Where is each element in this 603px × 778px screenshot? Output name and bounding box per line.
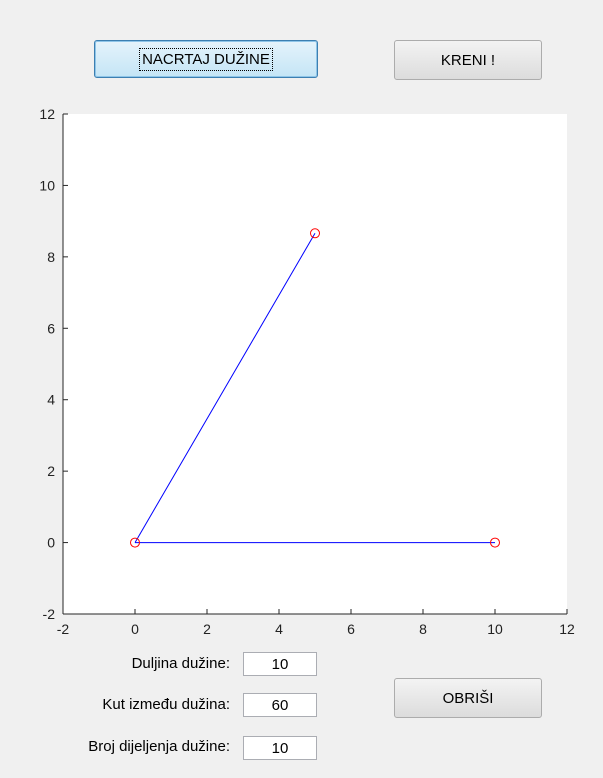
draw-lines-button[interactable]: NACRTAJ DUŽINE [94,40,318,78]
plot-area [63,114,567,614]
length-field[interactable] [243,652,317,676]
x-tick-label: 4 [275,621,283,637]
divisions-field[interactable] [243,736,317,760]
x-tick-label: 12 [559,621,575,637]
y-tick-label: 6 [47,320,55,336]
x-tick-label: 8 [419,621,427,637]
y-tick-label: 4 [47,392,55,408]
segment-line-1 [134,233,316,543]
endpoint-marker [130,537,140,548]
x-tick-label: 10 [487,621,503,637]
plot-axes: -2 0 2 4 6 8 10 12 -2 0 2 4 6 8 10 12 [39,106,575,637]
endpoint-marker [490,537,500,548]
divisions-label: Broj dijeljenja dužine: [88,738,230,755]
x-tick-label: 6 [347,621,355,637]
length-label: Duljina dužine: [131,655,230,672]
draw-lines-button-label: NACRTAJ DUŽINE [139,47,273,71]
start-button-label: KRENI ! [440,51,496,69]
y-tick-label: 0 [47,535,55,551]
clear-button-label: OBRIŠI [442,689,494,707]
endpoint-marker [310,228,320,239]
angle-label: Kut između dužina: [102,696,230,713]
y-tick-label: 8 [47,249,55,265]
y-tick-label: 12 [39,106,55,122]
y-tick-label: -2 [43,606,56,622]
x-tick-label: 2 [203,621,211,637]
x-tick-label: 0 [131,621,139,637]
angle-field[interactable] [243,693,317,717]
start-button[interactable]: KRENI ! [394,40,542,80]
y-tick-label: 2 [47,463,55,479]
clear-button[interactable]: OBRIŠI [394,678,542,718]
y-tick-label: 10 [39,177,55,193]
x-tick-label: -2 [57,621,70,637]
